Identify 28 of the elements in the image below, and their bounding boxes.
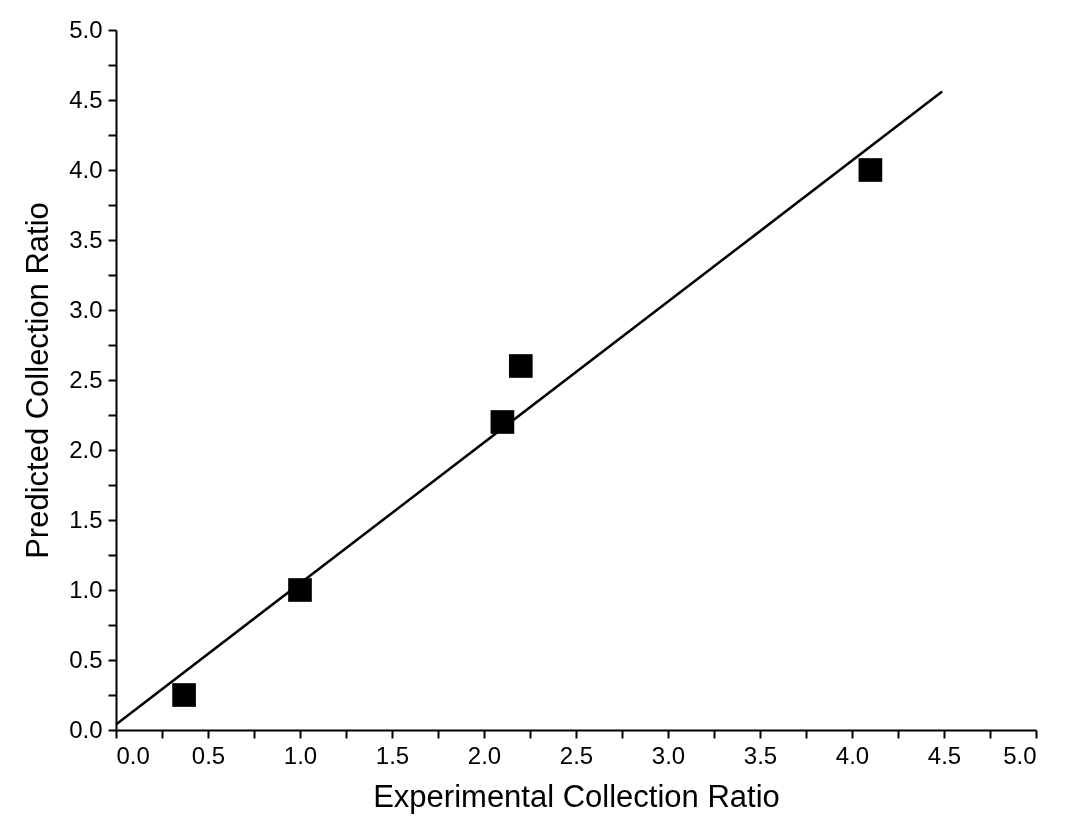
x-tick-label: 1.0: [283, 741, 318, 769]
point: [858, 158, 883, 182]
y-tick-label: 4.0: [69, 155, 103, 183]
y-tick-label: 0.5: [69, 645, 103, 673]
y-tick-label: 0.0: [69, 715, 103, 743]
point: [288, 578, 312, 602]
x-tick-label: 2.5: [559, 741, 594, 769]
x-tick-label: 3.0: [651, 741, 686, 769]
x-tick-label: 4.0: [835, 741, 870, 769]
x-tick-label: 5.0: [1003, 741, 1037, 769]
x-tick-label: 1.5: [375, 741, 410, 769]
x-axis-title: Experimental Collection Ratio: [373, 778, 780, 814]
y-axis-title: Predicted Collection Ratio: [20, 202, 56, 559]
point: [508, 354, 533, 378]
x-tick-label: 2.0: [467, 741, 502, 769]
x-tick-label: 0.0: [116, 741, 150, 769]
y-tick-label: 2.0: [69, 435, 103, 463]
y-tick-label: 4.5: [69, 85, 103, 113]
x-tick-label: 0.5: [191, 741, 226, 769]
point: [172, 683, 196, 707]
y-tick-label: 2.5: [69, 365, 103, 393]
y-tick-label: 3.0: [69, 295, 103, 323]
x-tick-label: 4.5: [927, 741, 962, 769]
y-tick-label: 1.5: [69, 505, 103, 533]
y-tick-label: 3.5: [69, 225, 103, 253]
x-tick-label: 3.5: [743, 741, 778, 769]
y-tick-label: 1.0: [69, 575, 103, 603]
y-tick-label: 5.0: [69, 15, 103, 43]
